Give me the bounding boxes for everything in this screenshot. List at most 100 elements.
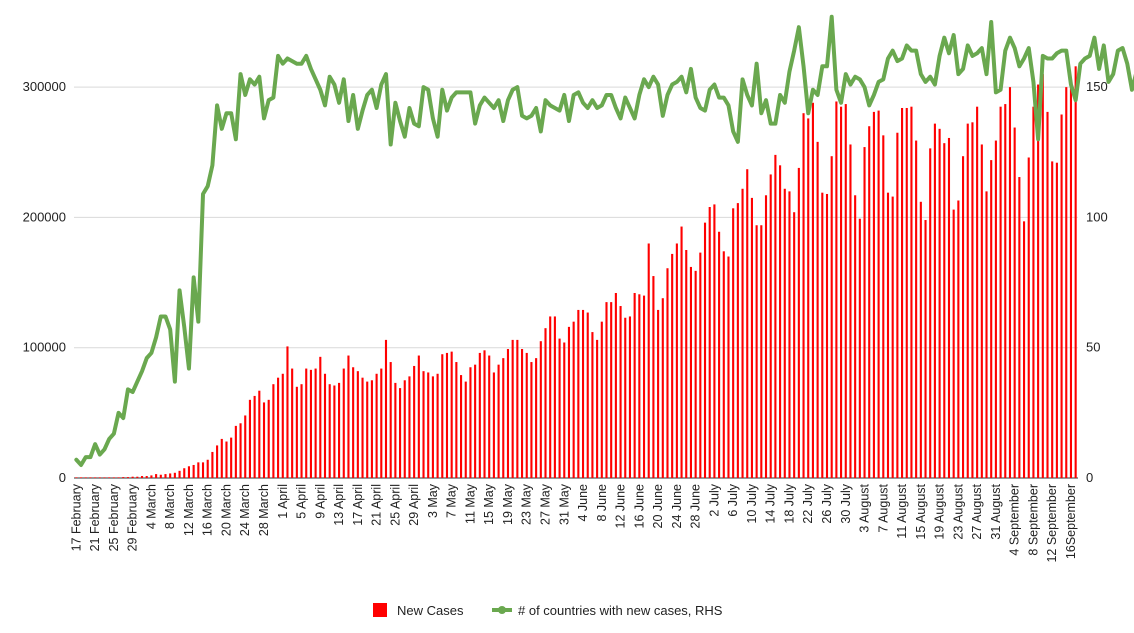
- new-cases-bar: [882, 135, 885, 478]
- new-cases-bar: [272, 384, 275, 478]
- new-cases-bar: [94, 477, 97, 478]
- new-cases-bar: [352, 367, 355, 478]
- new-cases-bar: [79, 477, 83, 478]
- new-cases-bar: [671, 253, 674, 478]
- new-cases-bar: [849, 144, 852, 478]
- new-cases-bar: [338, 382, 341, 478]
- new-cases-bar: [1055, 162, 1058, 479]
- right-axis-tick-label: 150: [1086, 79, 1108, 94]
- legend-label-new-cases: New Cases: [397, 603, 464, 618]
- new-cases-bar: [1041, 74, 1044, 478]
- new-cases-bar: [126, 477, 130, 478]
- new-cases-bar: [1074, 66, 1077, 478]
- new-cases-bar: [356, 371, 359, 478]
- right-axis-tick-label: 100: [1086, 209, 1108, 224]
- new-cases-bar: [985, 191, 988, 478]
- x-axis-tick-label: 11 August: [895, 483, 909, 538]
- new-cases-bar: [1046, 111, 1049, 478]
- new-cases-bar: [821, 192, 824, 478]
- new-cases-bar: [445, 352, 449, 478]
- x-axis-tick-label: 15 August: [914, 483, 928, 539]
- new-cases-bar: [342, 368, 345, 478]
- new-cases-bar: [741, 188, 744, 478]
- new-cases-bar: [854, 195, 857, 478]
- x-axis-tick-label: 15 May: [482, 483, 496, 525]
- new-cases-bar: [1004, 104, 1007, 478]
- x-axis-tick-label: 28 March: [257, 484, 271, 536]
- x-axis-tick-label: 19 May: [501, 483, 515, 525]
- new-cases-bar: [755, 225, 758, 478]
- new-cases-bar: [253, 395, 256, 478]
- new-cases-bar: [98, 477, 101, 478]
- new-cases-bar: [183, 468, 186, 478]
- new-cases-bar: [596, 339, 599, 478]
- left-axis-tick-label: 300000: [23, 79, 66, 94]
- new-cases-bar: [619, 306, 622, 478]
- x-axis-tick-label: 13 April: [332, 484, 346, 526]
- x-axis-tick-label: 3 May: [426, 483, 440, 518]
- new-cases-bar: [891, 196, 894, 478]
- new-cases-bar: [239, 423, 242, 478]
- new-cases-bar: [868, 126, 871, 478]
- new-cases-bar: [699, 252, 702, 478]
- new-cases-bar: [150, 475, 153, 478]
- new-cases-bar: [657, 309, 660, 478]
- x-axis-tick-label: 30 July: [839, 483, 853, 523]
- new-cases-bar: [244, 415, 247, 478]
- new-cases-bar: [760, 225, 763, 478]
- new-cases-bar: [642, 295, 646, 478]
- x-axis-tick-label: 29 April: [407, 484, 421, 526]
- x-axis-tick-label: 12 September: [1045, 484, 1059, 563]
- new-cases-bars: [75, 66, 1077, 479]
- new-cases-bar: [1060, 114, 1063, 478]
- x-axis-tick-label: 23 May: [520, 483, 534, 525]
- new-cases-bar: [155, 474, 158, 478]
- new-cases-bar: [417, 355, 420, 478]
- x-axis-tick-label: 24 March: [238, 484, 252, 536]
- new-cases-bar: [638, 294, 641, 478]
- new-cases-bar: [722, 251, 725, 478]
- new-cases-bar: [164, 474, 167, 478]
- new-cases-bar: [375, 373, 378, 478]
- left-axis-tick-label: 100000: [23, 340, 66, 355]
- new-cases-bar: [572, 321, 575, 478]
- x-axis-tick-label: 12 March: [182, 484, 196, 536]
- new-cases-bar: [750, 197, 753, 478]
- new-cases-bar: [774, 154, 777, 479]
- x-axis-tick-label: 7 August: [876, 483, 890, 532]
- new-cases-bar: [192, 464, 195, 478]
- new-cases-bar: [262, 402, 266, 478]
- new-cases-bar: [520, 349, 524, 478]
- new-cases-bar: [769, 174, 772, 479]
- new-cases-bar: [502, 358, 505, 478]
- new-cases-bar: [938, 128, 941, 478]
- new-cases-bar: [694, 270, 697, 478]
- new-cases-bar: [277, 377, 280, 478]
- new-cases-bar: [464, 381, 467, 478]
- new-cases-bar: [624, 317, 627, 478]
- new-cases-bar: [403, 380, 406, 478]
- x-axis-tick-label: 24 June: [670, 484, 684, 529]
- new-cases-bar: [788, 191, 791, 478]
- new-cases-bar: [399, 388, 402, 478]
- new-cases-bar: [112, 477, 115, 478]
- x-axis-tick-label: 27 May: [539, 483, 553, 525]
- right-axis-tick-label: 50: [1086, 340, 1100, 355]
- new-cases-bar: [258, 390, 261, 478]
- new-cases-bar: [211, 451, 214, 478]
- x-axis-tick-label: 19 August: [933, 483, 947, 539]
- x-axis-tick-label: 17 February: [69, 483, 83, 551]
- x-axis-ticks: 17 February 21 February 25 February 29 Febr…: [69, 483, 1078, 562]
- x-axis-tick-label: 6 July: [726, 483, 740, 516]
- new-cases-bar: [370, 380, 373, 478]
- left-axis-ticks: 0 100000 200000 300000: [23, 79, 66, 485]
- new-cases-bar: [675, 243, 678, 478]
- x-axis-tick-label: 10 July: [745, 483, 759, 523]
- new-cases-bar: [333, 385, 336, 478]
- legend[interactable]: New Cases # of countries with new cases, …: [373, 603, 723, 618]
- new-cases-bar: [957, 200, 960, 478]
- new-cases-bar: [703, 222, 707, 478]
- new-cases-bar: [886, 192, 890, 478]
- new-cases-bar: [492, 372, 495, 478]
- new-cases-bar: [610, 302, 613, 478]
